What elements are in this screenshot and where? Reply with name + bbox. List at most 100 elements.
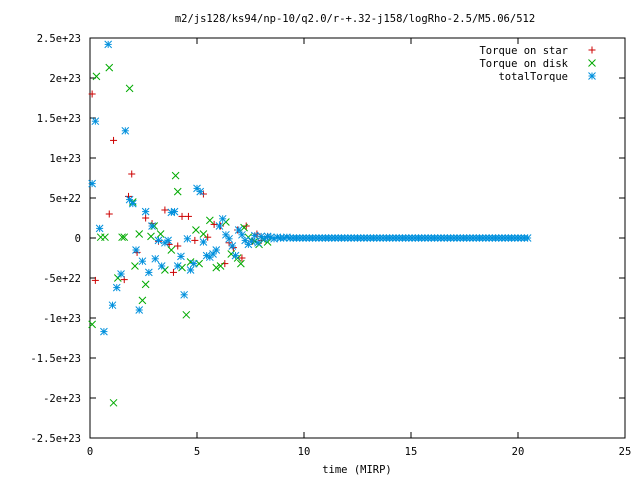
data-point bbox=[210, 220, 218, 228]
data-point bbox=[105, 63, 114, 72]
data-point bbox=[178, 212, 186, 220]
data-point bbox=[231, 251, 240, 260]
legend-label: Torque on star bbox=[479, 45, 568, 57]
y-tick-label: -1e+23 bbox=[43, 313, 81, 325]
data-point bbox=[154, 236, 163, 245]
data-point bbox=[250, 231, 259, 240]
data-point bbox=[192, 226, 200, 234]
data-point bbox=[228, 242, 237, 250]
data-point bbox=[105, 210, 113, 218]
data-point bbox=[173, 187, 182, 196]
legend-marker bbox=[588, 72, 596, 80]
data-point bbox=[212, 246, 221, 254]
data-point bbox=[138, 257, 147, 266]
x-tick-label: 5 bbox=[194, 446, 200, 458]
data-point bbox=[241, 236, 250, 245]
data-point bbox=[104, 40, 113, 49]
data-point bbox=[164, 236, 172, 245]
y-tick-label: -2e+23 bbox=[43, 393, 81, 405]
data-point bbox=[199, 238, 208, 246]
data-point bbox=[169, 268, 177, 276]
data-point bbox=[113, 274, 122, 282]
data-point bbox=[141, 207, 150, 216]
data-point bbox=[144, 268, 153, 277]
data-point bbox=[238, 254, 246, 262]
data-point bbox=[204, 233, 212, 241]
data-point bbox=[186, 266, 195, 274]
data-point bbox=[225, 234, 233, 243]
data-point bbox=[88, 320, 96, 329]
x-tick-label: 15 bbox=[405, 446, 418, 458]
y-tick-label: -2.5e+23 bbox=[30, 433, 81, 445]
y-tick-label: 5e+22 bbox=[49, 193, 81, 205]
y-tick-label: 1.5e+23 bbox=[37, 113, 81, 125]
data-point bbox=[161, 266, 169, 274]
data-point bbox=[109, 398, 118, 407]
x-tick-label: 0 bbox=[87, 446, 93, 458]
data-point bbox=[237, 259, 245, 268]
data-point bbox=[135, 306, 144, 314]
data-point bbox=[184, 212, 192, 220]
axes: 0 5 10 15 20 25 -2.5e+23 -2e+23 -1.5e+23 -1e+23 -5… bbox=[30, 33, 631, 458]
data-point bbox=[247, 237, 256, 246]
legend-marker bbox=[588, 59, 596, 67]
data-point bbox=[171, 171, 180, 180]
data-point bbox=[95, 224, 104, 233]
data-point bbox=[189, 259, 198, 268]
data-point bbox=[157, 262, 166, 270]
data-point bbox=[182, 310, 191, 319]
data-point bbox=[147, 232, 155, 241]
data-point bbox=[128, 199, 137, 208]
data-point bbox=[88, 90, 96, 98]
data-point bbox=[215, 222, 224, 230]
data-point bbox=[523, 234, 532, 242]
x-tick-label: 25 bbox=[619, 446, 632, 458]
y-tick-label: 2.5e+23 bbox=[37, 33, 81, 45]
data-point bbox=[148, 222, 156, 230]
legend-marker bbox=[588, 46, 596, 54]
data-point bbox=[142, 214, 150, 222]
x-tick-label: 10 bbox=[298, 446, 311, 458]
data-point bbox=[118, 233, 126, 242]
legend-label: Torque on disk bbox=[479, 58, 568, 70]
data-point bbox=[196, 187, 205, 196]
data-point bbox=[167, 246, 176, 254]
data-point bbox=[128, 170, 136, 178]
y-tick-label: 2e+23 bbox=[49, 73, 81, 85]
data-point bbox=[138, 296, 147, 305]
data-point bbox=[156, 230, 165, 238]
y-tick-label: 1e+23 bbox=[49, 153, 81, 165]
chart-title: m2/js128/ks94/np-10/q2.0/r-+.32-j158/log… bbox=[175, 13, 535, 25]
data-point bbox=[170, 207, 179, 216]
data-point bbox=[110, 136, 118, 144]
data-point bbox=[108, 301, 117, 310]
data-point bbox=[209, 250, 217, 258]
data-point bbox=[173, 262, 182, 270]
data-point bbox=[91, 117, 100, 126]
data-point bbox=[174, 242, 182, 250]
data-point bbox=[117, 270, 125, 278]
data-point bbox=[132, 246, 140, 254]
series-3 bbox=[88, 40, 532, 336]
legend-label: totalTorque bbox=[498, 71, 568, 83]
data-point bbox=[199, 230, 208, 238]
data-point bbox=[161, 206, 169, 214]
data-point bbox=[254, 238, 262, 247]
data-point bbox=[112, 283, 121, 292]
data-point bbox=[216, 262, 225, 270]
data-point bbox=[151, 254, 160, 263]
data-point bbox=[178, 263, 186, 272]
data-point bbox=[100, 327, 108, 336]
data-point bbox=[205, 216, 214, 225]
data-point bbox=[101, 233, 109, 242]
data-point bbox=[234, 226, 243, 234]
y-tick-label: -1.5e+23 bbox=[30, 353, 81, 365]
data-point bbox=[131, 262, 139, 270]
data-point bbox=[177, 252, 185, 261]
data-point bbox=[183, 234, 192, 243]
x-tick-label: 20 bbox=[512, 446, 525, 458]
data-point bbox=[92, 72, 101, 81]
data-point bbox=[120, 233, 129, 242]
